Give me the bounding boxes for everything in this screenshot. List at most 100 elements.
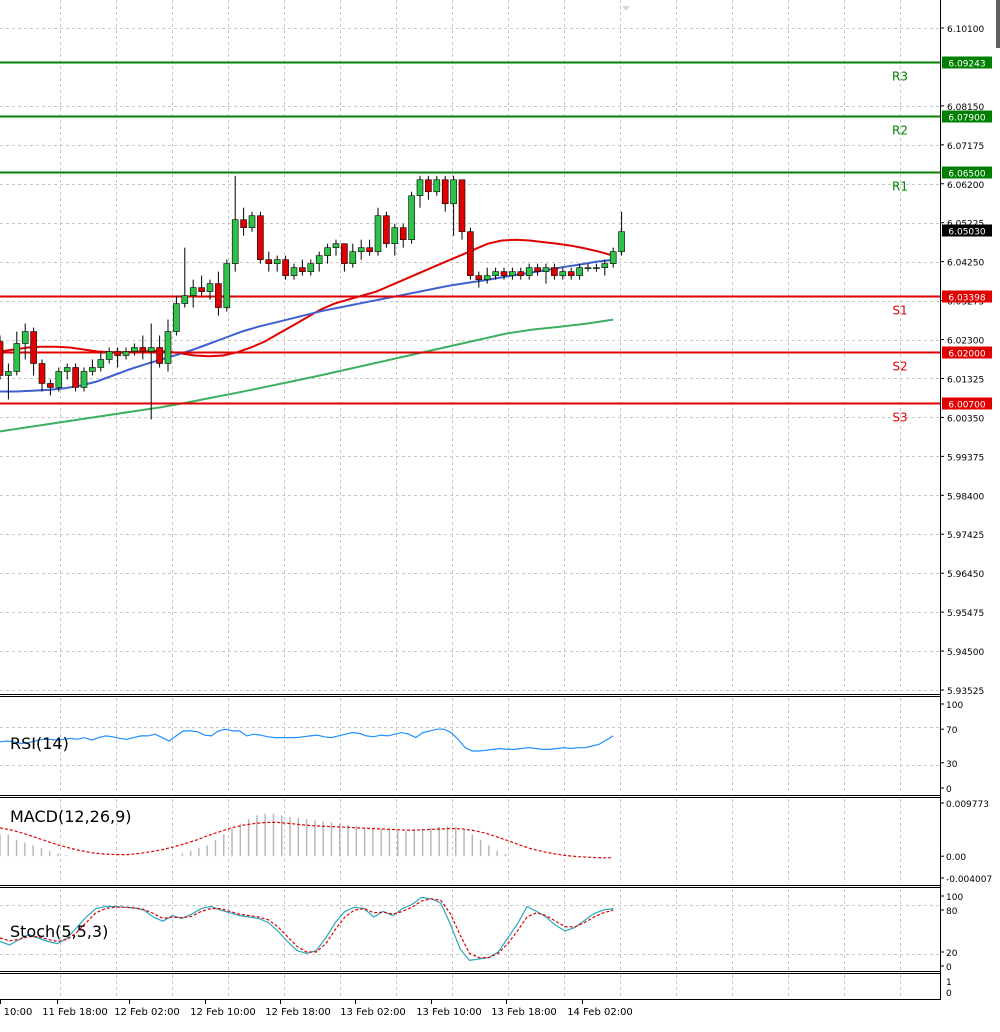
level-name-label: S1 bbox=[892, 304, 907, 318]
bullish-candle bbox=[173, 303, 180, 332]
bearish-candle bbox=[198, 287, 205, 292]
bullish-candle bbox=[223, 263, 231, 308]
bullish-candle bbox=[374, 215, 382, 252]
bullish-candle bbox=[147, 347, 155, 352]
bearish-candle bbox=[139, 347, 147, 352]
time-tick-label: 13 Feb 10:00 bbox=[416, 1007, 482, 1018]
macd-pane: 0.009773 0.00 -0.004007 MACD(12,26,9) bbox=[0, 800, 992, 885]
empty-pane-tick: 1 bbox=[946, 978, 952, 988]
indicator-tick-label: 100 bbox=[946, 701, 963, 711]
bullish-candle bbox=[63, 367, 71, 372]
bullish-candle bbox=[483, 275, 491, 280]
price-tick-label: 6.00350 bbox=[947, 414, 984, 424]
moving-average-line bbox=[0, 318, 614, 433]
bullish-candle bbox=[206, 283, 214, 292]
bullish-candle bbox=[357, 247, 365, 252]
time-tick-label: 14 Feb 02:00 bbox=[567, 1007, 633, 1018]
bearish-candle bbox=[341, 243, 348, 264]
bullish-candle bbox=[450, 179, 457, 205]
macd-signal-line bbox=[0, 821, 614, 859]
price-tick-label: 6.10100 bbox=[947, 25, 984, 35]
price-tick-label: 6.08150 bbox=[947, 103, 984, 113]
time-axis: 10:00 11 Feb 18:00 12 Feb 02:00 12 Feb 10:0… bbox=[0, 1000, 633, 1018]
level-price-text: 6.09243 bbox=[948, 60, 985, 70]
bullish-candle bbox=[391, 227, 399, 244]
bullish-candle bbox=[324, 247, 331, 256]
bullish-candle bbox=[593, 267, 600, 269]
stoch-label: Stoch(5,5,3) bbox=[10, 922, 108, 941]
price-tick-label: 6.03275 bbox=[947, 298, 984, 308]
bullish-candle bbox=[492, 271, 499, 276]
indicator-tick-label: 30 bbox=[946, 760, 958, 770]
bullish-candle bbox=[55, 371, 63, 388]
bullish-candle bbox=[5, 371, 12, 376]
bearish-candle bbox=[467, 231, 474, 276]
stoch-main-line bbox=[0, 896, 614, 962]
bearish-candle bbox=[38, 363, 46, 384]
bearish-candle bbox=[282, 259, 289, 276]
bearish-candle bbox=[458, 179, 466, 232]
bullish-candle bbox=[248, 215, 256, 228]
bearish-candle bbox=[257, 215, 264, 260]
indicator-tick-label: 0.00 bbox=[946, 853, 966, 863]
bearish-candle bbox=[156, 347, 163, 364]
bearish-candle bbox=[265, 259, 273, 264]
bullish-candle bbox=[542, 267, 550, 272]
bearish-candle bbox=[475, 275, 483, 280]
price-tick-label: 6.01325 bbox=[947, 375, 984, 385]
bullish-candle bbox=[231, 219, 239, 264]
level-price-text: 6.03398 bbox=[948, 294, 985, 304]
price-tick-label: 5.94500 bbox=[947, 648, 984, 658]
price-tick-label: 6.07175 bbox=[947, 142, 984, 152]
bearish-candle bbox=[567, 271, 575, 276]
time-tick-label: 12 Feb 10:00 bbox=[190, 1007, 256, 1018]
price-tick-label: 5.93525 bbox=[947, 687, 984, 697]
bearish-candle bbox=[47, 383, 54, 388]
price-tick-label: 5.96450 bbox=[947, 570, 984, 580]
rsi-pane: 100 70 30 0 RSI(14) bbox=[0, 701, 963, 795]
bullish-candle bbox=[189, 287, 197, 296]
rsi-line bbox=[0, 728, 614, 752]
bullish-candle bbox=[408, 195, 415, 240]
bearish-candle bbox=[0, 341, 4, 376]
bullish-candle bbox=[290, 267, 298, 276]
bullish-candle bbox=[80, 371, 88, 388]
indicator-tick-label: -0.004007 bbox=[946, 875, 992, 885]
rsi-label: RSI(14) bbox=[10, 734, 69, 753]
bullish-candle bbox=[315, 255, 323, 264]
bullish-candle bbox=[332, 243, 340, 248]
bullish-candle bbox=[21, 331, 29, 344]
bearish-candle bbox=[72, 367, 79, 388]
bullish-candle bbox=[349, 251, 357, 264]
bullish-candle bbox=[307, 263, 315, 272]
bullish-candle bbox=[13, 343, 21, 372]
bearish-candle bbox=[551, 267, 558, 276]
scroll-marker-icon[interactable] bbox=[622, 6, 630, 11]
price-tick-label: 6.02300 bbox=[947, 337, 984, 347]
main-grid bbox=[0, 0, 940, 691]
time-tick-label: 12 Feb 02:00 bbox=[114, 1007, 180, 1018]
level-price-text: 6.00700 bbox=[948, 401, 985, 411]
scrollbar-handle[interactable] bbox=[996, 0, 1000, 48]
level-price-text: 6.07900 bbox=[948, 114, 985, 124]
indicator-tick-label: 0 bbox=[946, 785, 952, 795]
price-tick-label: 5.99375 bbox=[947, 453, 984, 463]
time-tick-label: 13 Feb 18:00 bbox=[491, 1007, 557, 1018]
bullish-candle bbox=[618, 231, 625, 252]
indicator-tick-label: 0 bbox=[946, 963, 952, 973]
bearish-candle bbox=[30, 331, 37, 364]
bullish-candle bbox=[576, 267, 583, 276]
level-name-label: S2 bbox=[892, 360, 907, 374]
indicator-tick-label: 80 bbox=[946, 907, 958, 917]
bullish-candle bbox=[609, 251, 617, 264]
bearish-candle bbox=[114, 351, 121, 356]
level-name-label: R3 bbox=[892, 70, 908, 84]
bullish-candle bbox=[164, 331, 172, 364]
level-name-label: R2 bbox=[892, 124, 908, 138]
time-tick-label: 11 Feb 18:00 bbox=[42, 1007, 108, 1018]
bullish-candle bbox=[433, 179, 441, 193]
bullish-candle bbox=[525, 267, 533, 276]
bearish-candle bbox=[399, 227, 407, 240]
stoch-signal-line bbox=[0, 898, 614, 959]
